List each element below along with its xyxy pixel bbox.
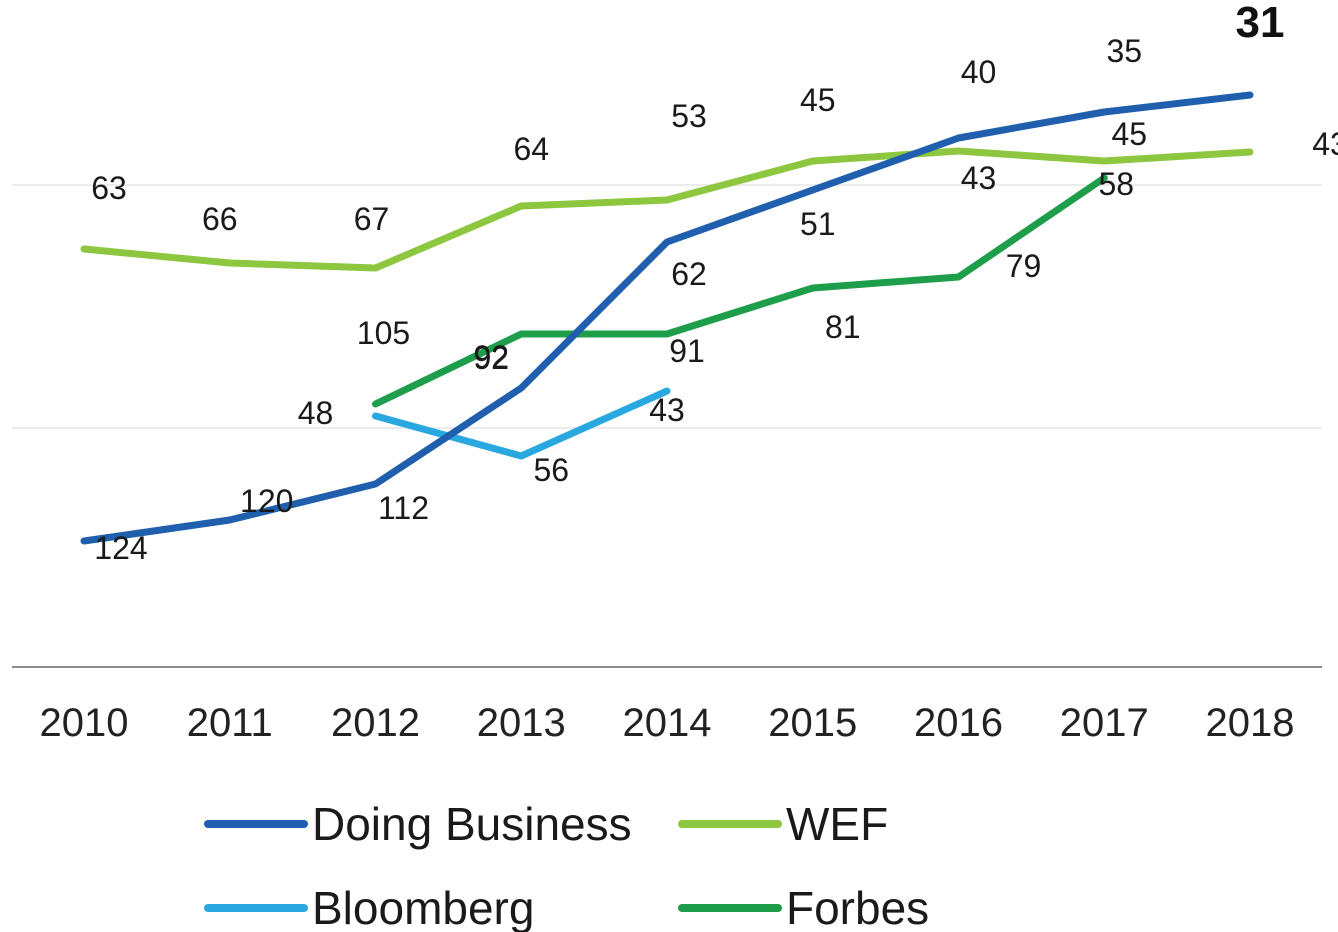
series-line-forbes (372, 174, 1108, 408)
data-label-doing-business: 51 (800, 206, 836, 242)
data-label-bloomberg: 48 (298, 395, 334, 431)
data-label-wef: 67 (354, 201, 390, 237)
series-lines (80, 91, 1254, 545)
data-label-doing-business: 31 (1236, 0, 1285, 47)
data-label-wef: 45 (1111, 116, 1147, 152)
legend: Doing Business WEF Bloomberg Forbes (204, 798, 929, 932)
legend-item-wef: WEF (678, 798, 888, 850)
data-label-forbes: 58 (1098, 166, 1134, 202)
data-label-wef: 66 (202, 201, 238, 237)
data-label-forbes: 81 (825, 309, 861, 345)
legend-label-doing-business: Doing Business (312, 798, 632, 850)
x-tick-label: 2015 (768, 701, 857, 745)
data-label-doing-business: 92 (473, 339, 509, 375)
data-label-wef: 53 (671, 98, 707, 134)
data-label-forbes: 91 (669, 333, 705, 369)
x-tick-label: 2011 (187, 701, 273, 745)
data-label-wef: 43 (1312, 126, 1338, 162)
legend-label-wef: WEF (786, 798, 888, 850)
series-line-doing-business (80, 91, 1254, 545)
x-tick-label: 2017 (1060, 701, 1149, 745)
data-label-doing-business: 112 (378, 490, 429, 526)
legend-label-bloomberg: Bloomberg (312, 882, 534, 932)
x-tick-label: 2014 (623, 701, 712, 745)
data-label-doing-business: 120 (240, 483, 293, 519)
data-label-forbes: 92 (473, 340, 509, 376)
x-tick-label: 2016 (914, 701, 1003, 745)
x-tick-label: 2012 (331, 701, 420, 745)
data-label-doing-business: 40 (961, 54, 997, 90)
data-label-forbes: 79 (1006, 248, 1042, 284)
data-label-bloomberg: 56 (533, 452, 569, 488)
data-label-wef: 45 (800, 82, 836, 118)
series-line-bloomberg (372, 387, 671, 460)
x-tick-label: 2018 (1206, 701, 1295, 745)
data-label-wef: 63 (91, 170, 127, 206)
data-label-wef: 64 (513, 131, 549, 167)
legend-item-bloomberg: Bloomberg (204, 882, 534, 932)
gridlines (12, 184, 1322, 429)
legend-item-forbes: Forbes (678, 882, 929, 932)
data-label-forbes: 105 (357, 315, 410, 351)
x-tick-label: 2013 (477, 701, 566, 745)
data-label-doing-business: 35 (1106, 33, 1142, 69)
data-label-bloomberg: 43 (649, 392, 685, 428)
data-label-wef: 43 (961, 160, 997, 196)
legend-item-doing-business: Doing Business (204, 798, 632, 850)
data-label-doing-business: 124 (94, 530, 147, 566)
x-tick-label: 2010 (40, 701, 129, 745)
data-labels: 63 66 67 64 53 45 43 45 43 48 56 43 105 92 91 81 79 58 124… (91, 0, 1338, 566)
series-line-wef (80, 147, 1254, 272)
legend-label-forbes: Forbes (786, 882, 929, 932)
x-axis-ticks: 2010 2011 2012 2013 2014 2015 2016 2017 2018 (40, 701, 1295, 745)
data-label-doing-business: 62 (671, 256, 707, 292)
